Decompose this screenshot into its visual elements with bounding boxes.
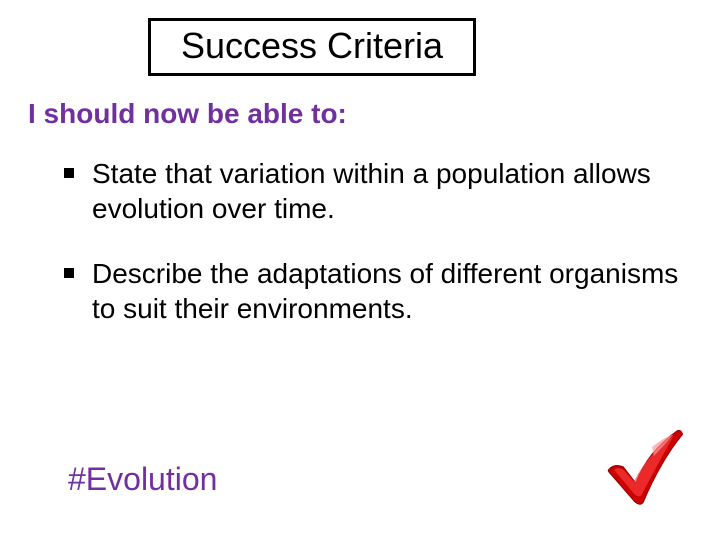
bullet-text: Describe the adaptations of different or… [92, 256, 692, 326]
bullet-marker-icon [64, 268, 74, 278]
bullet-text: State that variation within a population… [92, 156, 692, 226]
bullet-marker-icon [64, 168, 74, 178]
list-item: State that variation within a population… [64, 156, 692, 226]
bullet-list: State that variation within a population… [28, 156, 692, 326]
title-text: Success Criteria [181, 25, 443, 67]
red-checkmark-icon [598, 420, 688, 510]
title-box: Success Criteria [148, 18, 476, 76]
hashtag: #Evolution [68, 461, 217, 498]
subheading: I should now be able to: [28, 98, 692, 130]
list-item: Describe the adaptations of different or… [64, 256, 692, 326]
